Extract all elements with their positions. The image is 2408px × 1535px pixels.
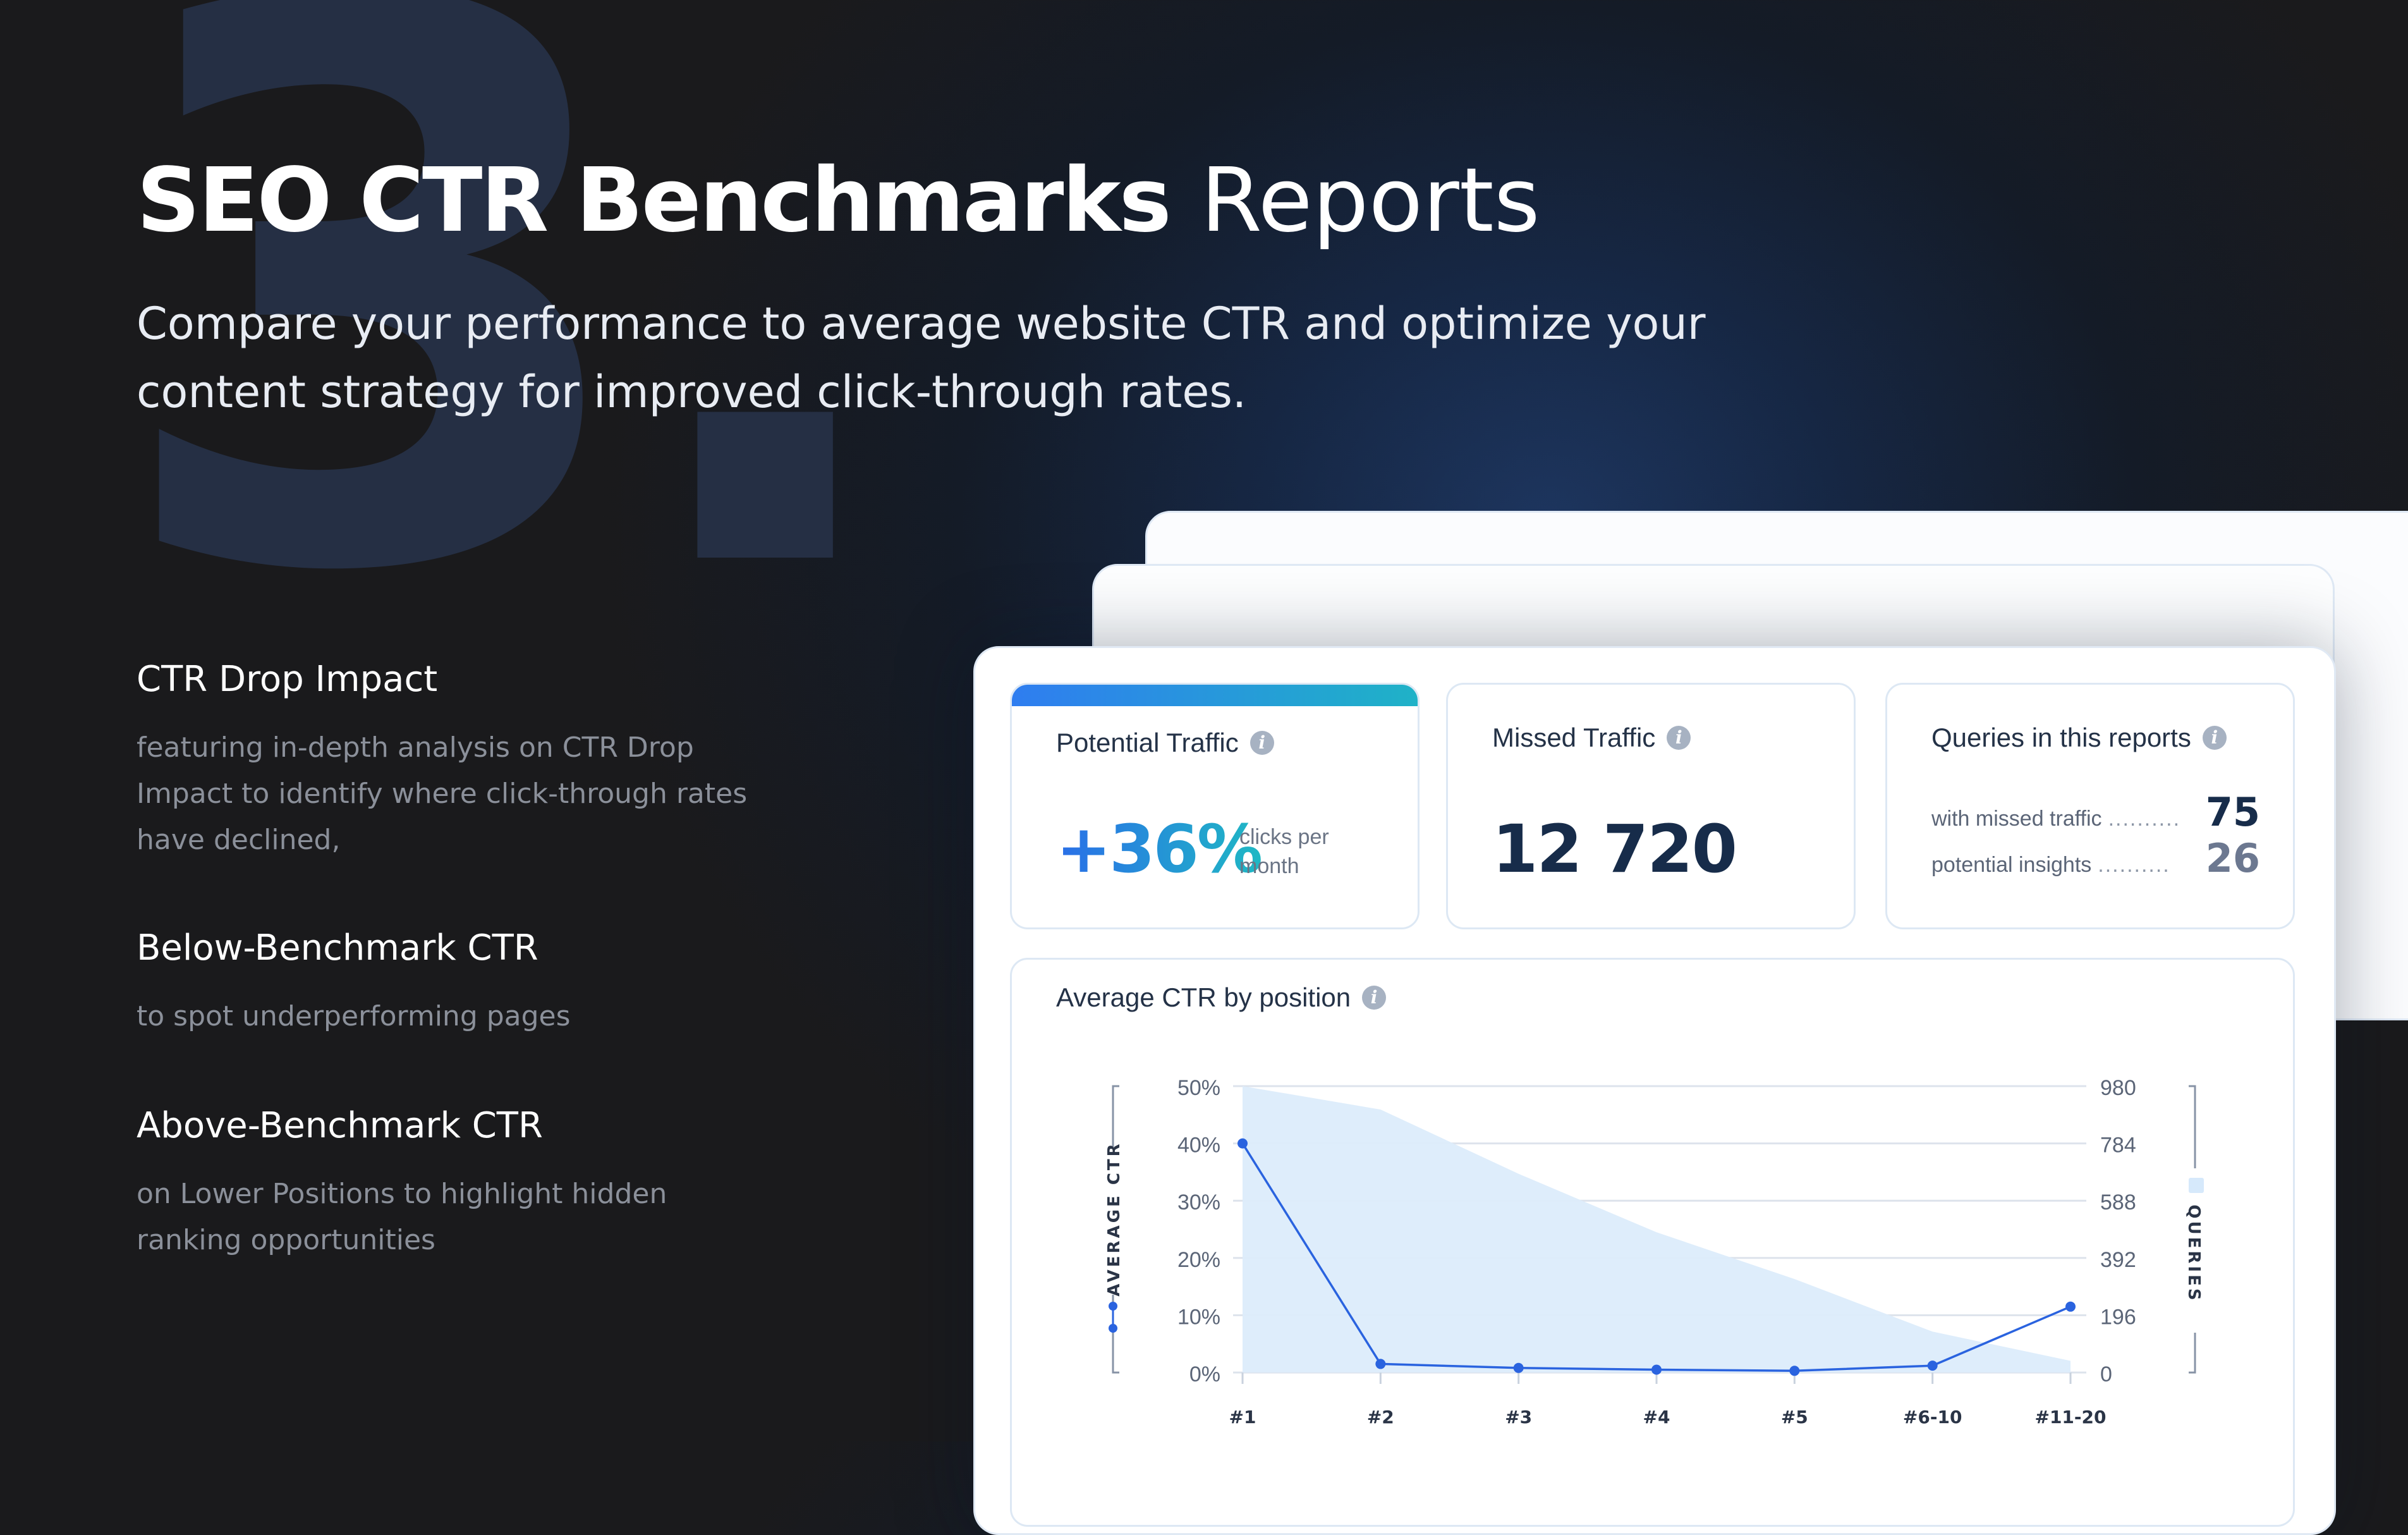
ctr-point	[1237, 1138, 1248, 1149]
ctr-point	[1375, 1359, 1386, 1369]
feature-title: CTR Drop Impact	[137, 659, 438, 700]
page-subtitle: Compare your performance to average webs…	[137, 298, 1706, 418]
y-left-tick-label: 50%	[1177, 1076, 1220, 1100]
y-right-axis-label: QUERIES	[2184, 1204, 2203, 1302]
y-right-tick-label: 980	[2100, 1076, 2136, 1100]
ctr-chart: 0% 0 10% 196 20% 392 30% 588 40% 784 50% 980 #1 #2 #3 #…	[1105, 1076, 2204, 1428]
chart-title-text: Average CTR by position	[1056, 982, 1351, 1012]
y-left-bracket-gap	[1107, 1149, 1119, 1295]
background-numeral: 3.	[107, 0, 911, 740]
chart-title: Average CTR by position i	[1056, 982, 1387, 1013]
ctr-legend-dot	[1109, 1324, 1117, 1333]
ctr-point	[1789, 1366, 1800, 1376]
y-left-tick-label: 40%	[1177, 1134, 1220, 1158]
y-left-axis-label: AVERAGE CTR	[1105, 1141, 1124, 1296]
y-right-tick-label: 196	[2100, 1305, 2136, 1329]
queries-row-missed: with missed traffic .......... 75	[1931, 789, 2260, 835]
potential-traffic-card: Potential Traffic i +36% clicks per mont…	[1010, 683, 1420, 929]
queries-card: Queries in this reports i with missed tr…	[1885, 683, 2295, 929]
page-title-bold: SEO CTR Benchmarks	[137, 149, 1172, 252]
queries-row-insights: potential insights .......... 26	[1931, 835, 2260, 881]
y-left-tick-label: 10%	[1177, 1305, 1220, 1329]
card-label-text: Potential Traffic	[1056, 728, 1239, 757]
feature-ctr-drop-impact: CTR Drop Impact featuring in-depth analy…	[137, 657, 769, 863]
queries-row-label: with missed traffic	[1931, 807, 2102, 831]
info-icon[interactable]: i	[1250, 731, 1274, 755]
card-accent-bar	[1012, 685, 1418, 706]
y-right-tick-label: 392	[2100, 1248, 2136, 1272]
queries-legend-swatch	[2189, 1178, 2204, 1193]
queries-row-value: 26	[2205, 835, 2260, 881]
queries-row-dots: ..........	[2098, 853, 2170, 877]
info-icon[interactable]: i	[1667, 726, 1691, 750]
x-tick-label: #11-20	[2034, 1407, 2106, 1428]
dashboard-panel: Potential Traffic i +36% clicks per mont…	[973, 646, 2336, 1535]
card-label-text: Missed Traffic	[1492, 723, 1656, 752]
ctr-point	[1651, 1364, 1662, 1375]
missed-traffic-value: 12 720	[1492, 810, 1737, 888]
feature-above-benchmark: Above-Benchmark CTR on Lower Positions t…	[137, 1104, 769, 1263]
x-tick-label: #6-10	[1903, 1407, 1962, 1428]
potential-traffic-label: Potential Traffic i	[1056, 728, 1274, 758]
page-title: SEO CTR Benchmarks Reports	[137, 144, 1540, 258]
feature-description: featuring in-depth analysis on CTR Drop …	[137, 731, 748, 856]
page-title-light: Reports	[1200, 149, 1540, 252]
ctr-point	[2065, 1301, 2076, 1312]
queries-label: Queries in this reports i	[1931, 723, 2227, 753]
ctr-point	[1927, 1361, 1938, 1371]
feature-title: Above-Benchmark CTR	[137, 1105, 543, 1146]
queries-row-dots: ..........	[2108, 807, 2181, 831]
x-tick-label: #5	[1781, 1407, 1808, 1428]
info-icon[interactable]: i	[1362, 986, 1387, 1010]
x-tick-label: #1	[1229, 1407, 1256, 1428]
x-tick-label: #2	[1367, 1407, 1394, 1428]
y-right-tick-label: 784	[2100, 1134, 2136, 1158]
feature-description: on Lower Positions to highlight hidden r…	[137, 1178, 667, 1256]
queries-row-label: potential insights	[1931, 853, 2092, 877]
feature-description: to spot underperforming pages	[137, 1000, 571, 1032]
y-left-tick-label: 20%	[1177, 1248, 1220, 1272]
feature-title: Below-Benchmark CTR	[137, 927, 538, 969]
x-tick-label: #3	[1505, 1407, 1532, 1428]
y-right-tick-label: 588	[2100, 1190, 2136, 1214]
y-right-bracket-gap	[2187, 1168, 2203, 1333]
ctr-point	[1513, 1362, 1524, 1373]
queries-area	[1243, 1086, 2071, 1373]
y-left-tick-label: 0%	[1189, 1362, 1220, 1386]
card-label-text: Queries in this reports	[1931, 723, 2191, 752]
missed-traffic-label: Missed Traffic i	[1492, 723, 1691, 753]
x-tick-label: #4	[1643, 1407, 1670, 1428]
ctr-legend-dot	[1109, 1302, 1117, 1311]
missed-traffic-card: Missed Traffic i 12 720	[1446, 683, 1856, 929]
queries-row-value: 75	[2205, 789, 2260, 835]
info-icon[interactable]: i	[2202, 726, 2227, 750]
ctr-chart-card: Average CTR by position i 0% 0 10% 196 20% 39…	[1010, 958, 2295, 1527]
y-right-tick-label: 0	[2100, 1362, 2112, 1386]
potential-traffic-unit: clicks per month	[1239, 825, 1329, 878]
potential-traffic-value: +36%	[1056, 810, 1263, 888]
feature-below-benchmark: Below-Benchmark CTR to spot underperform…	[137, 926, 769, 1039]
y-left-tick-label: 30%	[1177, 1190, 1220, 1214]
